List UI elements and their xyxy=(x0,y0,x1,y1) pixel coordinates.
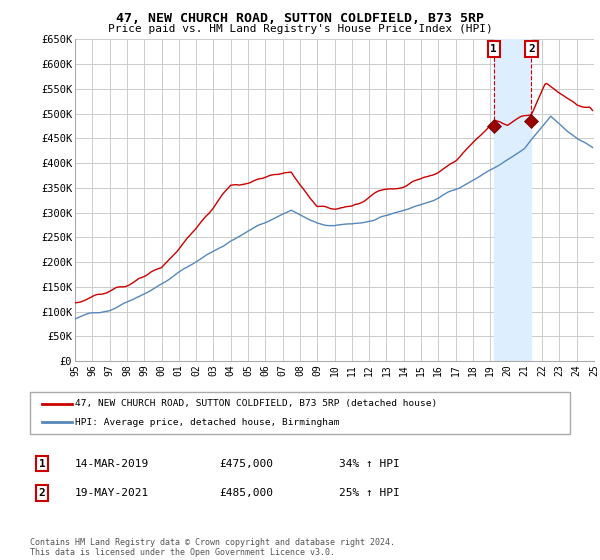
Text: 34% ↑ HPI: 34% ↑ HPI xyxy=(339,459,400,469)
Text: £475,000: £475,000 xyxy=(219,459,273,469)
Bar xyxy=(494,39,532,361)
Text: HPI: Average price, detached house, Birmingham: HPI: Average price, detached house, Birm… xyxy=(75,418,340,427)
Text: 25% ↑ HPI: 25% ↑ HPI xyxy=(339,488,400,498)
Text: 19-MAY-2021: 19-MAY-2021 xyxy=(75,488,149,498)
Text: £485,000: £485,000 xyxy=(219,488,273,498)
Text: 2: 2 xyxy=(38,488,46,498)
Text: 47, NEW CHURCH ROAD, SUTTON COLDFIELD, B73 5RP: 47, NEW CHURCH ROAD, SUTTON COLDFIELD, B… xyxy=(116,12,484,25)
Text: Contains HM Land Registry data © Crown copyright and database right 2024.
This d: Contains HM Land Registry data © Crown c… xyxy=(30,538,395,557)
Text: 47, NEW CHURCH ROAD, SUTTON COLDFIELD, B73 5RP (detached house): 47, NEW CHURCH ROAD, SUTTON COLDFIELD, B… xyxy=(75,399,437,408)
Text: Price paid vs. HM Land Registry's House Price Index (HPI): Price paid vs. HM Land Registry's House … xyxy=(107,24,493,34)
Text: 1: 1 xyxy=(38,459,46,469)
Text: 14-MAR-2019: 14-MAR-2019 xyxy=(75,459,149,469)
Text: 1: 1 xyxy=(490,44,497,54)
Text: 2: 2 xyxy=(528,44,535,54)
